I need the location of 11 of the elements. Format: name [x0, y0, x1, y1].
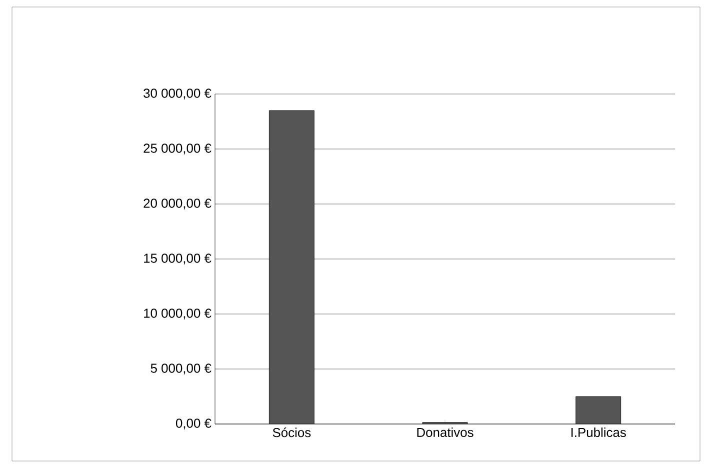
y-tick-label: 10 000,00 € [144, 308, 212, 320]
bar [576, 396, 622, 424]
x-tick-label: Sócios [272, 428, 311, 438]
x-tick-label: I.Publicas [571, 428, 626, 438]
y-tick-label: 25 000,00 € [144, 144, 212, 154]
y-tick-label: 0,00 € [176, 418, 212, 430]
y-tick-label: 20 000,00 € [144, 198, 212, 210]
y-tick-label: 30 000,00 € [144, 88, 212, 100]
x-tick-label: Donativos [417, 428, 474, 438]
y-tick-label: 15 000,00 € [144, 254, 212, 264]
y-tick-label: 5 000,00 € [150, 364, 212, 374]
